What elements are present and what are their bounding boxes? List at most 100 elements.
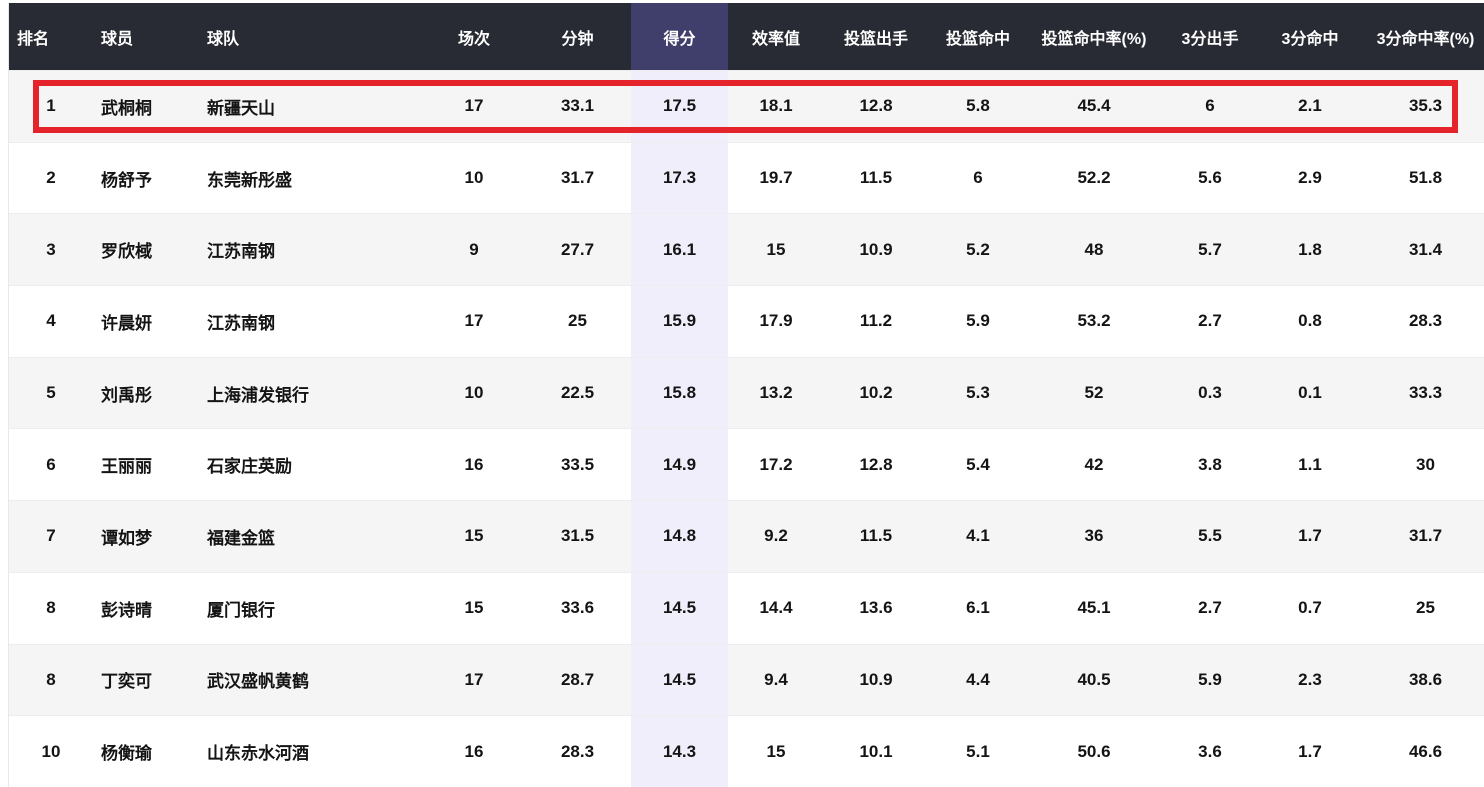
table-row: 6 王丽丽 石家庄英励 16 33.5 14.9 17.2 12.8 5.4 42 3.8 1.1 30 — [9, 428, 1484, 501]
cell-three-made: 2.1 — [1298, 96, 1322, 116]
cell-fg-attempts: 11.5 — [859, 168, 893, 188]
cell-points: 17.5 — [631, 70, 728, 143]
header-team[interactable]: 球队 — [199, 3, 424, 71]
cell-three-attempts: 0.3 — [1198, 383, 1222, 403]
cell-fg-made: 5.8 — [966, 96, 990, 116]
cell-three-made: 1.7 — [1298, 526, 1322, 546]
header-fg-pct[interactable]: 投篮命中率(%) — [1028, 3, 1160, 71]
cell-player: 丁奕可 — [101, 672, 152, 692]
header-fg-made[interactable]: 投篮命中 — [928, 3, 1028, 71]
header-points[interactable]: 得分 — [631, 3, 728, 71]
cell-fg-pct: 53.2 — [1077, 311, 1111, 331]
cell-fg-made: 5.1 — [966, 741, 990, 761]
header-fg-attempts[interactable]: 投篮出手 — [824, 3, 928, 71]
cell-points: 14.3 — [631, 715, 728, 787]
cell-three-attempts: 2.7 — [1198, 598, 1222, 618]
header-three-attempts[interactable]: 3分出手 — [1160, 3, 1260, 71]
cell-points: 15.8 — [631, 357, 728, 429]
header-games[interactable]: 场次 — [424, 3, 524, 71]
cell-three-attempts: 5.6 — [1198, 168, 1222, 188]
cell-points: 14.5 — [631, 572, 728, 644]
cell-rank: 6 — [46, 454, 56, 474]
cell-games: 17 — [464, 669, 484, 689]
cell-player: 刘禹彤 — [101, 385, 152, 405]
cell-three-pct: 31.7 — [1408, 526, 1443, 546]
cell-points: 17.3 — [631, 142, 728, 214]
cell-minutes: 31.5 — [560, 526, 595, 546]
cell-three-made: 2.3 — [1298, 669, 1322, 689]
cell-fg-pct: 40.5 — [1077, 669, 1111, 689]
cell-efficiency: 14.4 — [759, 598, 793, 618]
cell-efficiency: 17.2 — [759, 454, 793, 474]
cell-games: 15 — [464, 598, 484, 618]
cell-rank: 8 — [46, 669, 56, 689]
cell-efficiency: 18.1 — [759, 96, 793, 116]
cell-games: 15 — [464, 526, 484, 546]
cell-games: 16 — [464, 741, 484, 761]
cell-fg-attempts: 12.8 — [859, 96, 893, 116]
cell-three-attempts: 5.9 — [1198, 669, 1222, 689]
cell-three-pct: 46.6 — [1408, 741, 1443, 761]
cell-three-made: 1.1 — [1298, 454, 1322, 474]
header-three-made[interactable]: 3分命中 — [1260, 3, 1360, 71]
cell-team: 江苏南钢 — [207, 242, 275, 262]
cell-player: 谭如梦 — [101, 528, 152, 548]
cell-three-pct: 51.8 — [1408, 168, 1443, 188]
cell-player: 杨衡瑜 — [101, 744, 152, 764]
cell-games: 10 — [464, 383, 484, 403]
cell-fg-pct: 48 — [1084, 239, 1104, 259]
cell-games: 10 — [464, 168, 484, 188]
cell-player: 杨舒予 — [101, 170, 152, 190]
cell-player: 王丽丽 — [101, 457, 152, 477]
player-stats-table-container: 排名 球员 球队 场次 分钟 得分 效率值 投篮出手 投篮命中 投篮命中率(%)… — [8, 3, 1484, 787]
cell-rank: 4 — [46, 311, 56, 331]
cell-fg-pct: 36 — [1084, 526, 1104, 546]
cell-three-made: 1.8 — [1298, 239, 1322, 259]
cell-efficiency: 17.9 — [759, 311, 793, 331]
cell-games: 17 — [464, 96, 484, 116]
cell-fg-attempts: 13.6 — [859, 598, 893, 618]
table-row: 2 杨舒予 东莞新彤盛 10 31.7 17.3 19.7 11.5 6 52.2 5.6 2.9 51… — [9, 142, 1484, 214]
cell-efficiency: 15 — [766, 239, 786, 259]
cell-three-pct: 33.3 — [1408, 383, 1443, 403]
cell-team: 东莞新彤盛 — [207, 170, 292, 190]
cell-team: 山东赤水河酒 — [207, 744, 309, 764]
cell-fg-attempts: 10.1 — [859, 741, 893, 761]
table-row: 7 谭如梦 福建金篮 15 31.5 14.8 9.2 11.5 4.1 36 5.5 1.7 31.7 — [9, 500, 1484, 573]
cell-fg-pct: 45.1 — [1077, 598, 1111, 618]
cell-fg-made: 4.4 — [966, 669, 990, 689]
header-three-pct[interactable]: 3分命中率(%) — [1360, 3, 1484, 71]
cell-fg-made: 5.2 — [966, 239, 990, 259]
cell-points: 14.5 — [631, 644, 728, 716]
cell-efficiency: 9.2 — [764, 526, 788, 546]
cell-three-attempts: 5.5 — [1198, 526, 1222, 546]
cell-fg-pct: 52 — [1084, 383, 1104, 403]
table-row: 5 刘禹彤 上海浦发银行 10 22.5 15.8 13.2 10.2 5.3 52 0.3 0.1 3… — [9, 357, 1484, 429]
cell-rank: 3 — [46, 239, 56, 259]
cell-fg-attempts: 11.5 — [859, 526, 893, 546]
cell-three-attempts: 2.7 — [1198, 311, 1222, 331]
cell-fg-made: 6.1 — [966, 598, 990, 618]
cell-player: 武桐桐 — [101, 98, 152, 118]
table-row: 3 罗欣棫 江苏南钢 9 27.7 16.1 15 10.9 5.2 48 5.7 1.8 31.4 — [9, 213, 1484, 286]
cell-fg-made: 5.9 — [966, 311, 990, 331]
cell-fg-pct: 42 — [1084, 454, 1104, 474]
cell-rank: 1 — [46, 96, 56, 116]
cell-minutes: 33.6 — [560, 598, 595, 618]
header-efficiency[interactable]: 效率值 — [728, 3, 824, 71]
cell-three-made: 0.1 — [1298, 383, 1322, 403]
cell-points: 16.1 — [631, 213, 728, 286]
cell-minutes: 28.3 — [560, 741, 595, 761]
cell-minutes: 33.5 — [560, 454, 595, 474]
cell-minutes: 33.1 — [560, 96, 595, 116]
cell-three-pct: 31.4 — [1408, 239, 1443, 259]
cell-three-attempts: 6 — [1205, 96, 1215, 116]
header-rank[interactable]: 排名 — [9, 3, 93, 71]
cell-team: 武汉盛帆黄鹤 — [207, 672, 309, 692]
cell-points: 14.8 — [631, 500, 728, 573]
cell-minutes: 22.5 — [560, 383, 595, 403]
header-minutes[interactable]: 分钟 — [524, 3, 631, 71]
table-row-highlighted: 1 武桐桐 新疆天山 17 33.1 17.5 18.1 12.8 5.8 45.4 6 2.1 35.… — [9, 70, 1484, 143]
header-player[interactable]: 球员 — [93, 3, 199, 71]
cell-team: 厦门银行 — [207, 600, 275, 620]
